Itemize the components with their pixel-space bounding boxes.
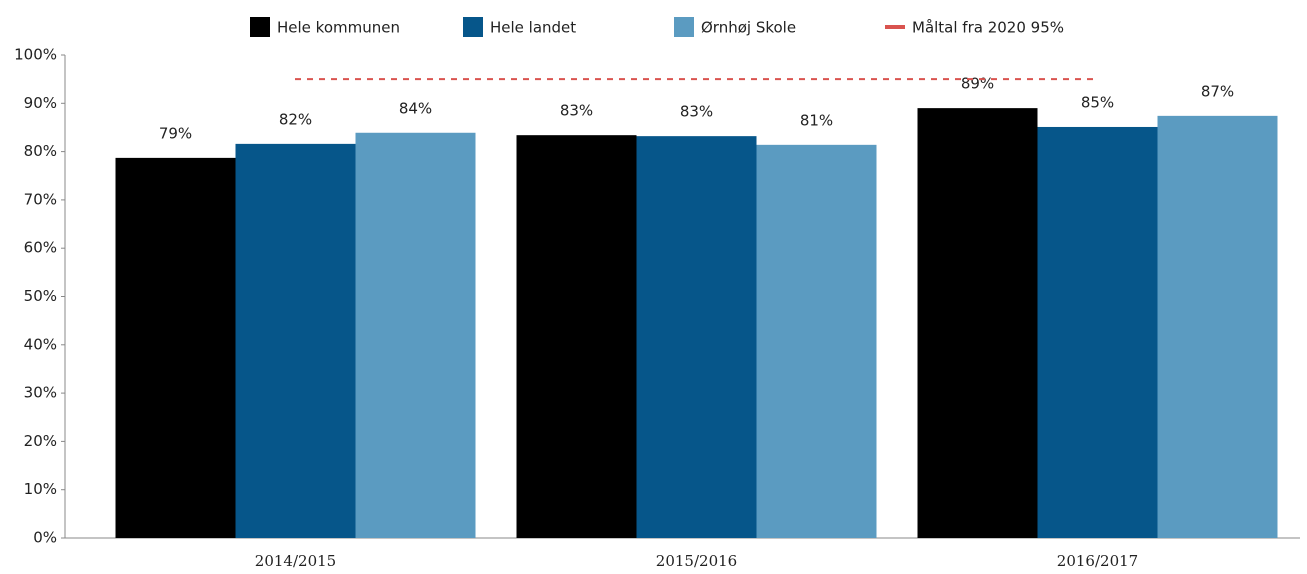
legend-label: Måltal fra 2020 95%	[912, 19, 1064, 37]
legend-swatch	[250, 17, 270, 37]
y-tick-label: 40%	[24, 335, 57, 353]
bar	[636, 136, 757, 539]
legend-label: Hele landet	[490, 19, 576, 37]
y-tick-label: 0%	[33, 529, 57, 547]
bar	[115, 157, 236, 538]
bar	[355, 132, 476, 538]
y-tick-label: 100%	[14, 46, 57, 64]
x-tick-label: 2016/2017	[1057, 552, 1138, 570]
bar	[1157, 115, 1278, 538]
value-label: 81%	[800, 111, 833, 129]
value-label: 83%	[560, 102, 593, 120]
value-label: 82%	[279, 110, 312, 128]
x-tick-label: 2014/2015	[255, 552, 336, 570]
y-tick-label: 90%	[24, 94, 57, 112]
legend-label: Hele kommunen	[277, 19, 400, 37]
bar	[756, 144, 877, 538]
legend-swatch	[463, 17, 483, 37]
value-label: 85%	[1081, 93, 1114, 111]
value-label: 83%	[680, 103, 713, 121]
legend-label: Ørnhøj Skole	[701, 19, 796, 37]
y-tick-label: 20%	[24, 432, 57, 450]
value-label: 84%	[399, 99, 432, 117]
value-label: 79%	[159, 124, 192, 142]
value-label: 89%	[961, 75, 994, 93]
legend-swatch	[674, 17, 694, 37]
y-tick-label: 30%	[24, 384, 57, 402]
y-tick-label: 50%	[24, 287, 57, 305]
x-tick-label: 2015/2016	[656, 552, 737, 570]
y-tick-label: 60%	[24, 239, 57, 257]
bar	[1037, 126, 1158, 538]
bar	[235, 143, 356, 538]
bar	[917, 108, 1038, 538]
y-tick-label: 80%	[24, 142, 57, 160]
value-label: 87%	[1201, 82, 1234, 100]
y-tick-label: 10%	[24, 480, 57, 498]
y-tick-label: 70%	[24, 190, 57, 208]
bar	[516, 135, 637, 539]
